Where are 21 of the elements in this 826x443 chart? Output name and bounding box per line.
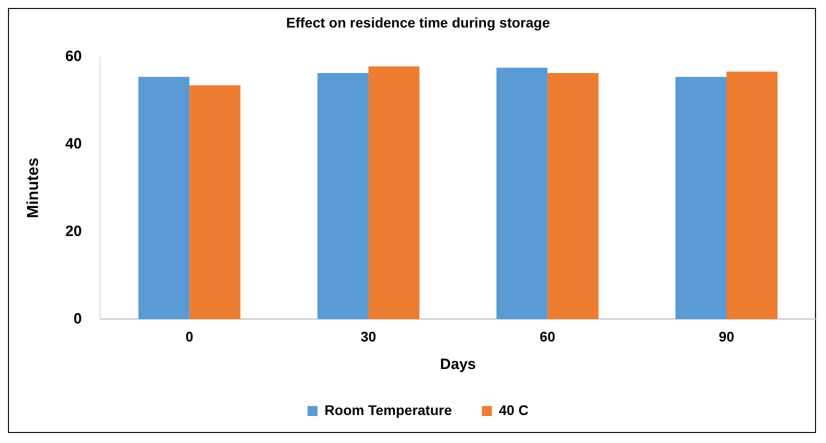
x-tick-label: 0 <box>186 328 194 344</box>
chart-title: Effect on residence time during storage <box>286 14 550 30</box>
bar <box>675 76 726 320</box>
x-axis-title: Days <box>440 356 476 374</box>
legend-label: Room Temperature <box>324 402 452 418</box>
y-tick-label: 60 <box>65 48 82 65</box>
x-tick-label: 90 <box>718 328 734 344</box>
bar <box>368 66 420 320</box>
x-tick-label: 60 <box>540 328 556 344</box>
bar <box>138 76 190 320</box>
bar <box>496 68 548 320</box>
y-tick-label: 0 <box>74 310 82 328</box>
x-tick-label: 30 <box>360 328 376 344</box>
bar <box>726 72 778 320</box>
bar <box>547 72 598 320</box>
legend-label: 40 C <box>498 402 528 418</box>
y-axis-title: Minutes <box>25 158 42 218</box>
y-tick-label: 40 <box>65 135 82 152</box>
y-tick-label: 20 <box>65 222 82 240</box>
bar <box>317 72 368 320</box>
bar <box>189 85 240 320</box>
